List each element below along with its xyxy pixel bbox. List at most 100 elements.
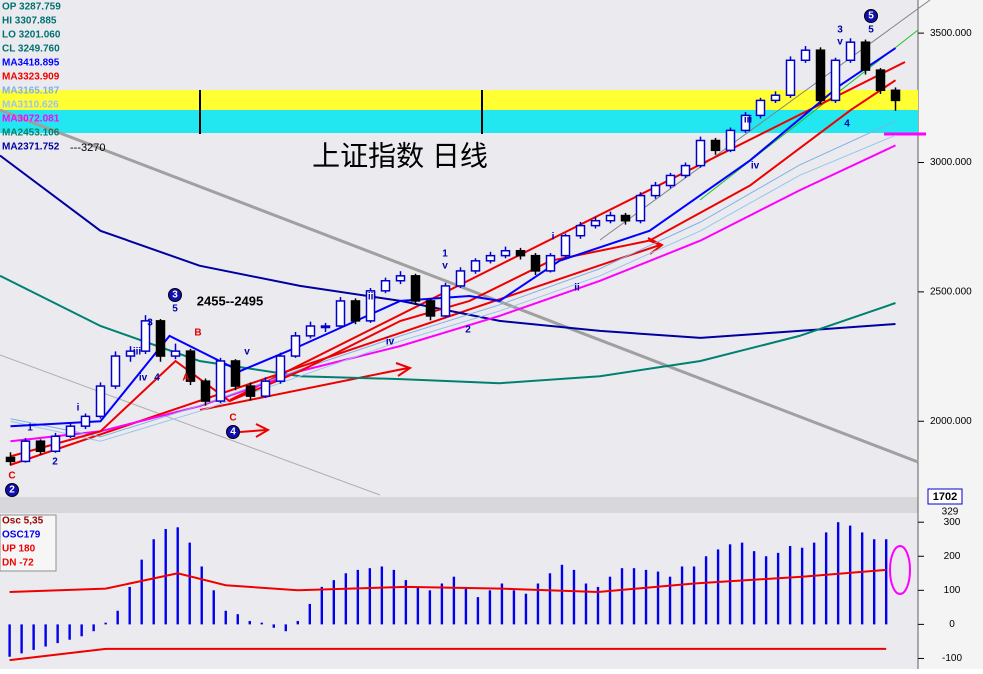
candle-body (215, 360, 226, 402)
candle-body (635, 194, 646, 222)
candle-body (455, 270, 466, 287)
candle-body (800, 49, 811, 62)
wave-label: 4 (230, 427, 236, 438)
osc-bar (236, 614, 239, 625)
osc-bar (644, 569, 648, 625)
candle-body (275, 355, 286, 382)
osc-bar (104, 622, 107, 625)
wave-circle (5, 483, 19, 497)
osc-bar (344, 573, 348, 625)
wave-label: iii (744, 115, 753, 126)
range-label: 2455--2495 (197, 293, 264, 308)
osc-bar (440, 583, 444, 625)
osc-bar (536, 583, 540, 625)
candle-body (65, 425, 76, 438)
osc-bar (140, 559, 143, 625)
candle-body (365, 290, 376, 322)
y-tick-label: 0 (949, 619, 955, 630)
wave-label: 2 (9, 485, 15, 496)
osc-bar (68, 624, 71, 640)
candle-body (830, 59, 841, 102)
osc-panel (0, 513, 918, 669)
candle-body (20, 440, 31, 463)
osc-bar (488, 590, 492, 625)
osc-bar (524, 593, 528, 625)
candle-body (755, 99, 766, 117)
trend-line (229, 61, 906, 401)
osc-bar (656, 571, 660, 625)
candle-body (50, 435, 61, 453)
osc-bar (92, 624, 95, 632)
wave-label: 5 (868, 25, 874, 36)
osc-bar (368, 568, 372, 625)
osc-bar (20, 624, 23, 654)
trend-line (599, 0, 931, 241)
wave-label: 4 (154, 373, 160, 384)
osc-bar (812, 542, 816, 625)
value-tag-box (927, 488, 963, 505)
candle-body (155, 320, 166, 357)
wave-circle (864, 9, 878, 23)
osc-bar (332, 580, 336, 625)
wave-label: 3 (172, 290, 178, 301)
wave-label: 4 (844, 119, 850, 130)
osc-bar (800, 547, 804, 625)
wave-label: iv (139, 373, 148, 384)
osc-bar (152, 539, 155, 625)
candle-body (230, 360, 241, 387)
bands (0, 90, 926, 136)
candle-body (620, 214, 631, 222)
yellow-band (0, 90, 918, 110)
osc-bar (548, 573, 552, 625)
osc-bar (212, 590, 215, 625)
y-tick-label: 100 (944, 585, 961, 596)
candle-body (305, 325, 316, 337)
y-tick-label: 3500.000 (930, 28, 972, 39)
osc-bar (632, 568, 636, 625)
y-tick-label: -100 (942, 653, 962, 664)
arrow-head (395, 362, 413, 377)
osc-bar (416, 586, 420, 625)
wave-label: ii (574, 283, 580, 294)
value-tag: 1702 (933, 491, 957, 503)
candle-body (845, 41, 856, 62)
candle-body (770, 94, 781, 102)
osc-bar (380, 566, 384, 625)
candle-body (545, 254, 556, 272)
osc-bar (788, 546, 792, 625)
legend-entry: OSC179 (2, 530, 41, 541)
osc-bar (716, 549, 720, 625)
osc-bar (680, 566, 684, 625)
candle-body (410, 275, 421, 302)
candle-body (35, 440, 46, 453)
candle-body (785, 59, 796, 96)
wave-label: i (77, 403, 80, 414)
osc-bar (188, 542, 191, 625)
candle-body (680, 164, 691, 177)
candle-body (200, 380, 211, 402)
wave-circle (168, 288, 182, 302)
legend-entry: UP 180 (2, 544, 36, 555)
candle-body (290, 335, 301, 357)
candle-body (890, 89, 901, 102)
series-line (10, 134, 896, 442)
osc-bar (428, 590, 432, 625)
osc-bar (200, 566, 203, 625)
osc-bar (80, 624, 83, 637)
osc-bar (752, 551, 756, 625)
osc-bar (32, 624, 35, 650)
wave-label: 1 (27, 423, 33, 434)
wave-label: iii (368, 292, 377, 303)
candle-body (260, 380, 271, 397)
osc-bar (296, 620, 299, 625)
osc-bar (116, 610, 119, 625)
legend-entry: DN -72 (2, 558, 34, 569)
series-line (9, 647, 887, 662)
price-axis-area (918, 0, 983, 669)
osc-bar (224, 610, 227, 625)
candle-body (320, 325, 331, 329)
osc-bar (512, 590, 516, 625)
candle-body (605, 214, 616, 222)
wave-label: i (552, 232, 555, 243)
osc-bar (872, 539, 876, 625)
